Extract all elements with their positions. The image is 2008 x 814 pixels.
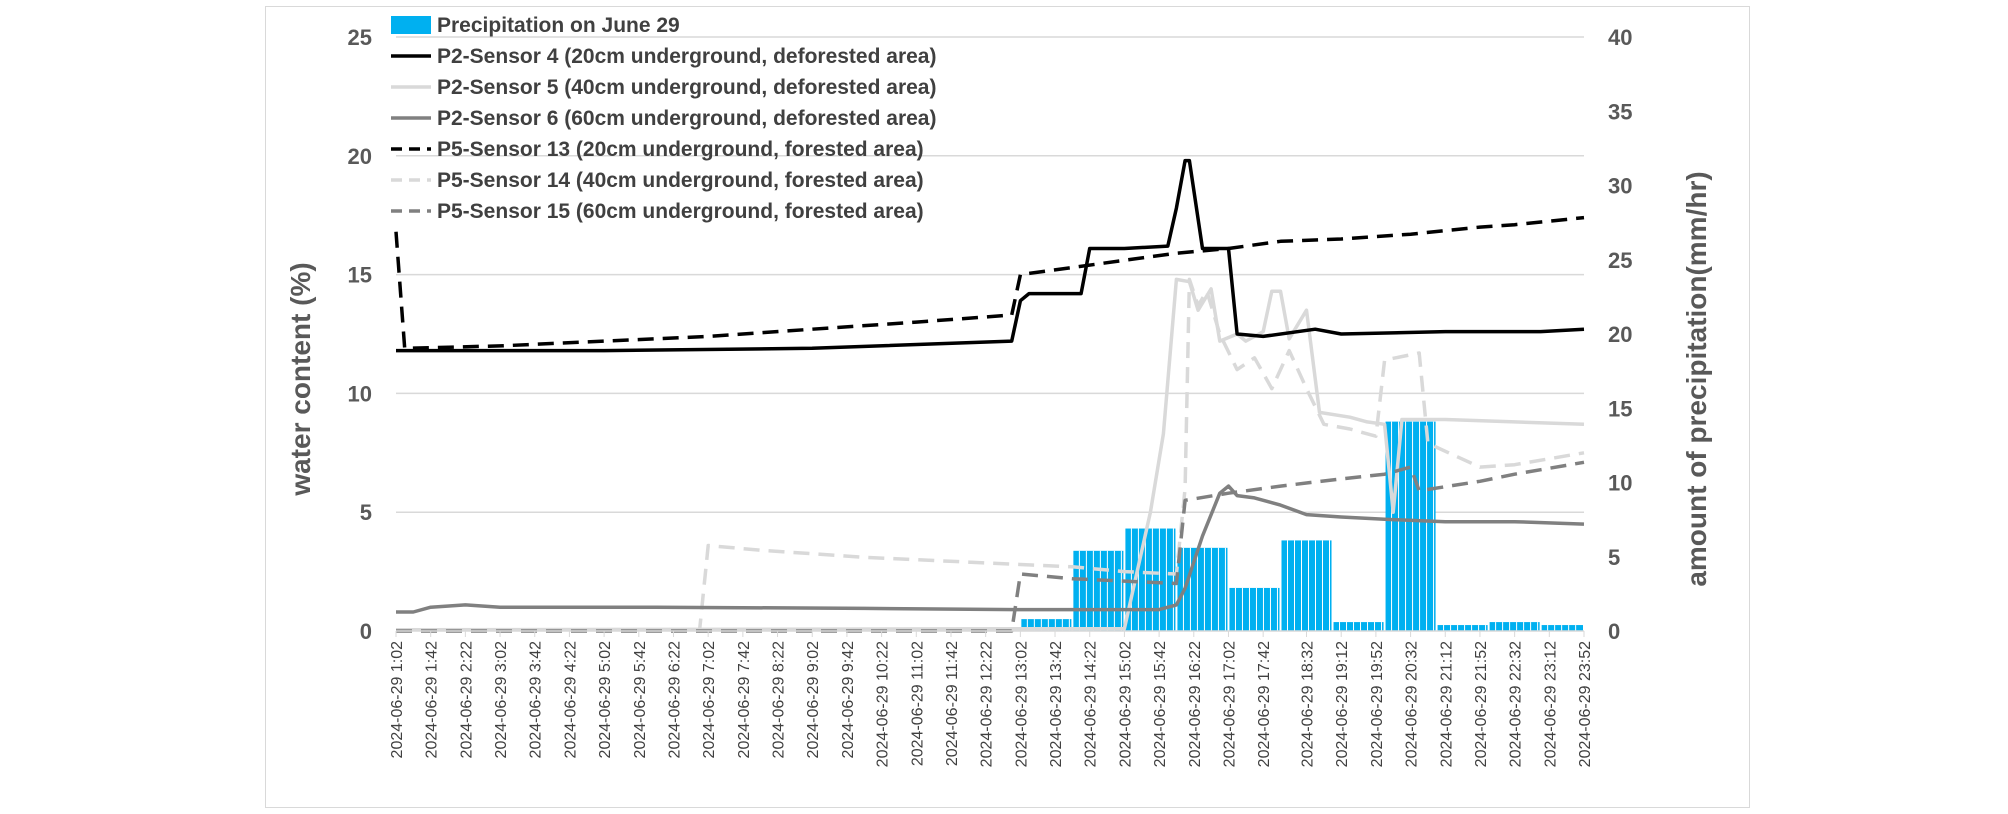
right-tick-label: 40 [1608, 25, 1632, 50]
x-tick-label: 2024-06-29 7:42 [736, 641, 753, 759]
chart-frame: 0 5 10 15 20 25 0 5 10 15 20 25 30 35 40 2024-06-29 1… [265, 6, 1750, 808]
series-line [396, 460, 1585, 633]
x-tick-label: 2024-06-29 4:22 [562, 641, 579, 759]
x-tick-label: 2024-06-29 14:22 [1083, 641, 1100, 767]
right-tick-label: 0 [1608, 619, 1620, 644]
x-tick-label: 2024-06-29 1:42 [424, 641, 441, 759]
left-axis-title: water content (%) [285, 262, 316, 496]
left-tick-label: 0 [360, 619, 372, 644]
x-tick-label: 2024-06-29 21:12 [1438, 641, 1455, 767]
x-axis: 2024-06-29 1:02 2024-06-29 1:42 2024-06-29… [389, 630, 1594, 767]
x-tick-label: 2024-06-29 17:02 [1221, 641, 1238, 767]
right-tick-label: 30 [1608, 174, 1632, 199]
precipitation-bar [1281, 540, 1332, 631]
x-tick-label: 2024-06-29 18:32 [1300, 641, 1317, 767]
precipitation-bar [1229, 587, 1280, 631]
x-tick-label: 2024-06-29 3:42 [528, 641, 545, 759]
left-tick-label: 25 [348, 25, 372, 50]
x-tick-label: 2024-06-29 22:32 [1508, 641, 1525, 767]
precipitation-bar [1021, 619, 1072, 631]
x-tick-label: 2024-06-29 17:42 [1256, 641, 1273, 767]
x-tick-label: 2024-06-29 13:42 [1048, 641, 1065, 767]
precipitation-bar [1333, 622, 1384, 631]
legend-label: P2-Sensor 5 (40cm underground, deforeste… [437, 76, 936, 99]
series-line [396, 277, 1585, 633]
precipitation-bars [1021, 421, 1583, 631]
x-tick-label: 2024-06-29 16:22 [1187, 641, 1204, 767]
series-line [395, 277, 1585, 632]
left-axis: 0 5 10 15 20 25 [348, 25, 372, 644]
x-tick-label: 2024-06-29 21:52 [1473, 641, 1490, 767]
right-tick-label: 25 [1608, 248, 1632, 273]
x-tick-label: 2024-06-29 19:52 [1369, 641, 1386, 767]
series-lines [394, 158, 1585, 633]
x-tick-label: 2024-06-29 11:42 [944, 641, 961, 766]
x-tick-label: 2024-06-29 19:12 [1334, 641, 1351, 767]
legend-label: P2-Sensor 4 (20cm underground, deforeste… [437, 45, 936, 68]
right-tick-label: 5 [1608, 545, 1620, 570]
precipitation-bar [1489, 622, 1540, 631]
x-tick-label: 2024-06-29 11:02 [909, 641, 926, 766]
left-tick-label: 5 [360, 500, 372, 525]
legend-swatch-precipitation [391, 16, 431, 34]
right-tick-label: 15 [1608, 396, 1632, 421]
legend-label: P5-Sensor 13 (20cm underground, forested… [437, 138, 924, 161]
x-tick-label: 2024-06-29 23:12 [1542, 641, 1559, 767]
x-tick-label: 2024-06-29 2:22 [458, 641, 475, 759]
legend-label: Precipitation on June 29 [437, 14, 680, 37]
legend-label: P5-Sensor 15 (60cm underground, forested… [437, 200, 924, 223]
series-line [396, 158, 1585, 353]
series-line [396, 484, 1585, 614]
x-tick-label: 2024-06-29 7:02 [701, 641, 718, 759]
x-tick-label: 2024-06-29 5:42 [632, 641, 649, 759]
x-tick-label: 2024-06-29 9:02 [805, 641, 822, 759]
x-tick-label: 2024-06-29 15:02 [1117, 641, 1134, 767]
legend-label: P5-Sensor 14 (40cm underground, forested… [437, 169, 924, 192]
left-tick-label: 20 [348, 144, 372, 169]
x-tick-label: 2024-06-29 8:22 [771, 641, 788, 759]
x-tick-label: 2024-06-29 5:02 [597, 641, 614, 759]
series-line [394, 215, 1585, 351]
right-tick-label: 10 [1608, 471, 1632, 496]
x-tick-label: 2024-06-29 15:42 [1152, 641, 1169, 767]
right-axis-title: amount of precipitation(mm/hr) [1681, 171, 1712, 586]
x-tick-label: 2024-06-29 10:22 [875, 641, 892, 767]
right-tick-label: 35 [1608, 99, 1632, 124]
x-tick-label: 2024-06-29 3:02 [493, 641, 510, 759]
x-tick-label: 2024-06-29 20:32 [1404, 641, 1421, 767]
chart-svg: 0 5 10 15 20 25 0 5 10 15 20 25 30 35 40 2024-06-29 1… [285, 14, 1712, 767]
precipitation-bar [1437, 625, 1488, 631]
x-tick-label: 2024-06-29 6:22 [666, 641, 683, 759]
legend: Precipitation on June 29 P2-Sensor 4 (20c… [391, 14, 936, 223]
x-tick-label: 2024-06-29 1:02 [389, 641, 406, 759]
legend-label: P2-Sensor 6 (60cm underground, deforeste… [437, 107, 936, 130]
right-axis: 0 5 10 15 20 25 30 35 40 [1608, 25, 1632, 644]
x-tick-label: 2024-06-29 12:22 [979, 641, 996, 767]
precipitation-bar [1385, 421, 1436, 631]
x-tick-label: 2024-06-29 13:02 [1013, 641, 1030, 767]
left-tick-label: 15 [348, 263, 372, 288]
right-tick-label: 20 [1608, 322, 1632, 347]
x-tick-label: 2024-06-29 9:42 [840, 641, 857, 759]
left-tick-label: 10 [348, 381, 372, 406]
precipitation-bar [1541, 625, 1583, 631]
x-tick-label: 2024-06-29 23:52 [1577, 641, 1594, 767]
precipitation-bar [1073, 550, 1124, 631]
